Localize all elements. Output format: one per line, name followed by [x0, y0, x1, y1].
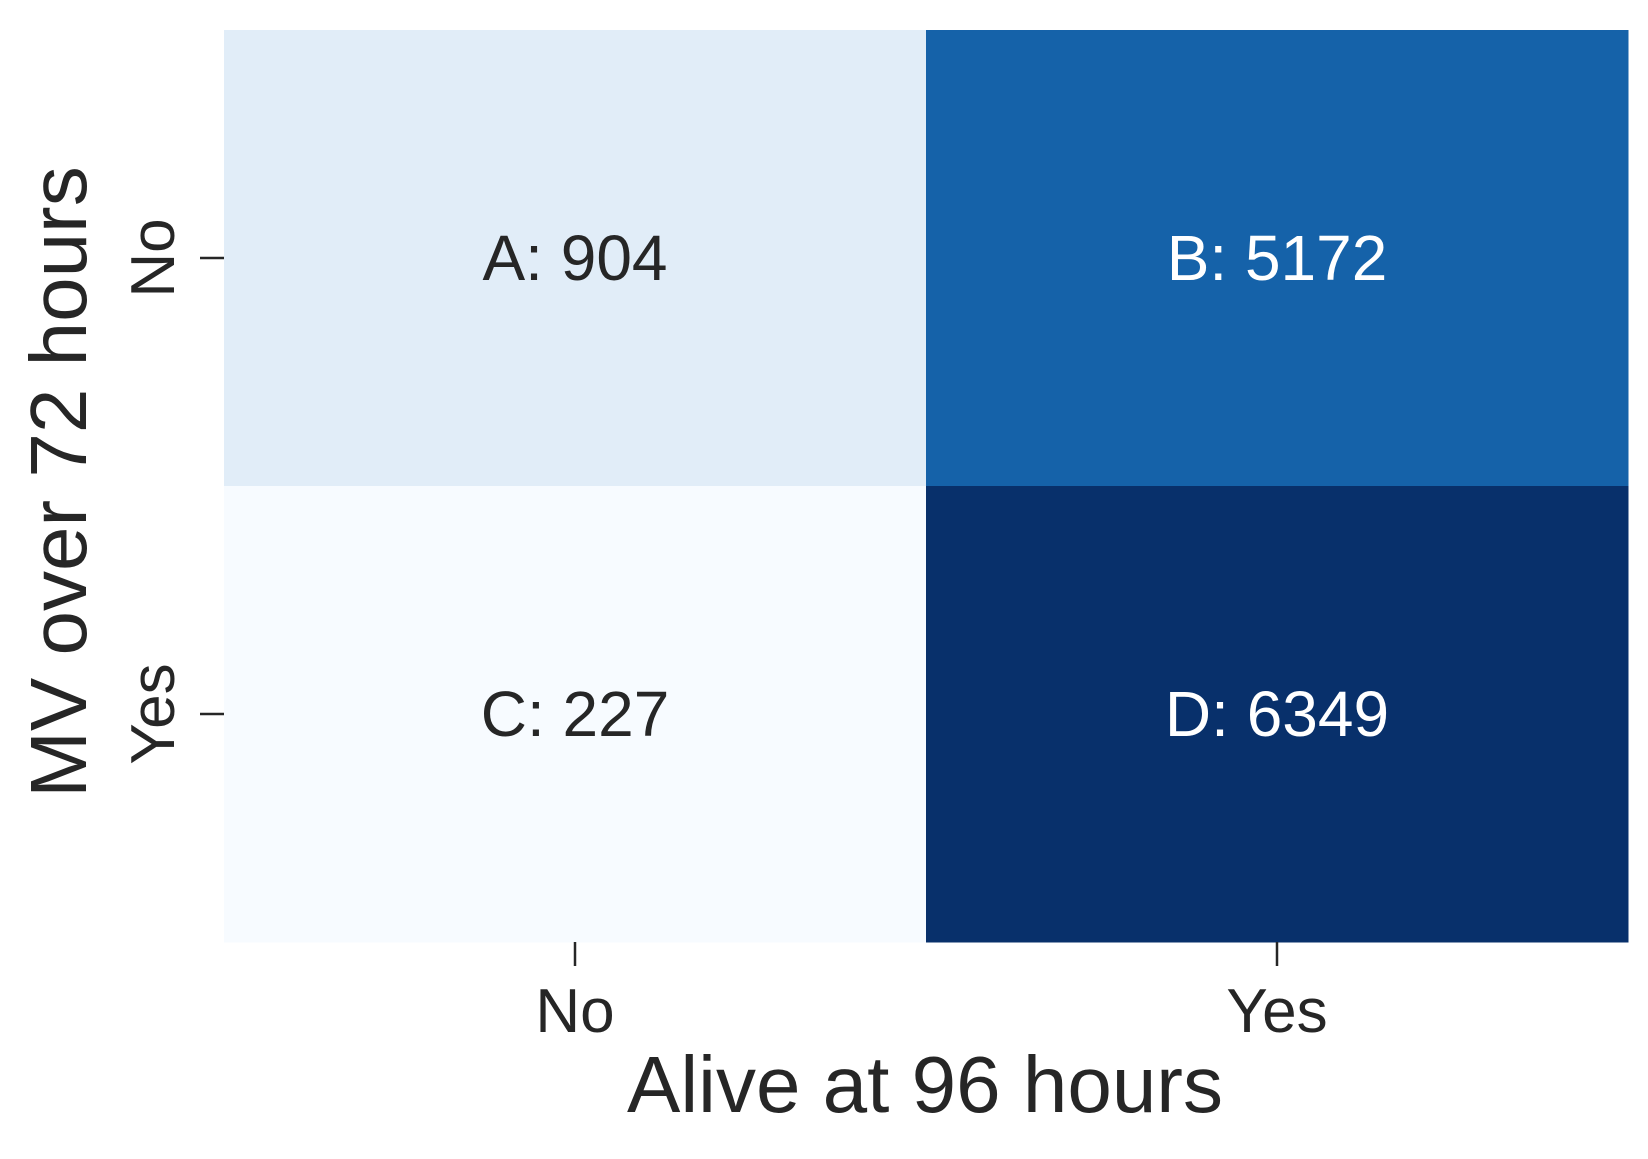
heatmap-cell-c	[224, 486, 927, 943]
y-axis-ticks: No Yes	[119, 218, 224, 765]
heatmap-cell-labels: A: 904 B: 5172 C: 227 D: 6349	[481, 222, 1389, 750]
cell-value-label-d: D: 6349	[1165, 678, 1389, 750]
cell-value-label-a: A: 904	[482, 222, 667, 294]
x-axis-ticks: No Yes	[535, 942, 1328, 1046]
heatmap-cell-b	[926, 30, 1629, 487]
heatmap-cell-d	[926, 486, 1629, 943]
y-axis-title: MV over 72 hours	[14, 166, 103, 797]
cell-value-label-b: B: 5172	[1167, 222, 1388, 294]
heatmap-cell-a	[224, 30, 927, 487]
y-tick-label: No	[119, 218, 188, 297]
x-tick-label: No	[535, 977, 614, 1046]
cell-value-label-c: C: 227	[481, 678, 670, 750]
heatmap-cells	[224, 30, 1629, 943]
y-tick-label: Yes	[119, 663, 188, 764]
x-axis-title: Alive at 96 hours	[627, 1040, 1223, 1129]
x-tick-label: Yes	[1226, 977, 1327, 1046]
